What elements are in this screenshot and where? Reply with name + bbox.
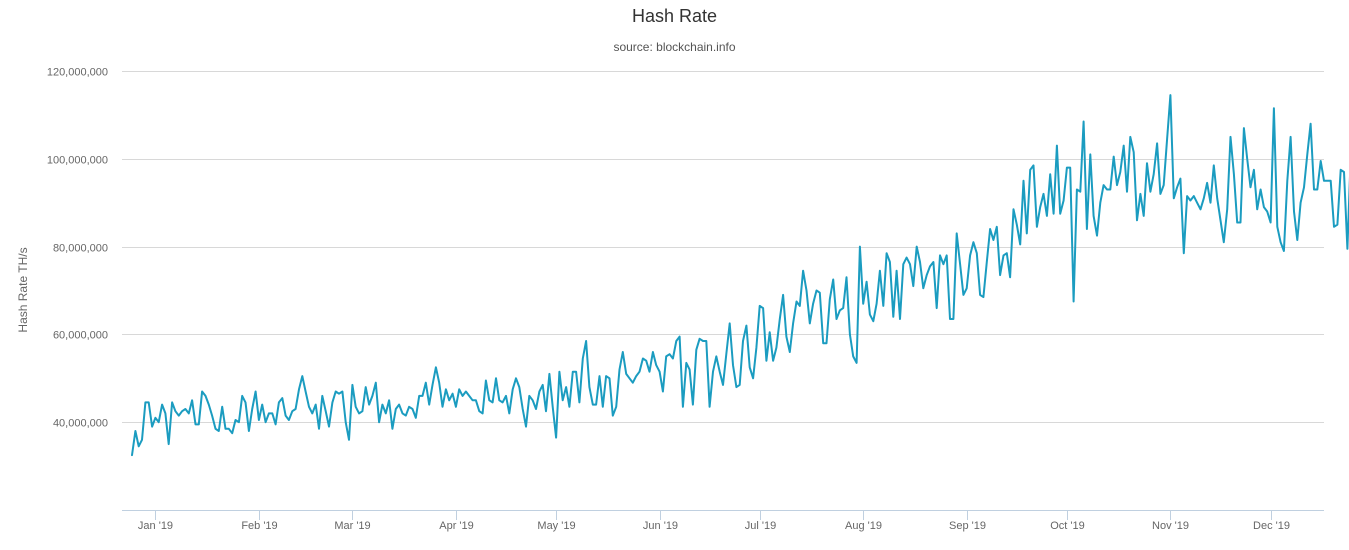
x-tick-label: Dec '19 — [1253, 520, 1290, 532]
x-tick-label: Aug '19 — [845, 520, 882, 532]
x-tick-label: Sep '19 — [949, 520, 986, 532]
chart-title: Hash Rate — [631, 6, 718, 26]
x-tick-label: May '19 — [537, 520, 575, 532]
x-tick-label: Feb '19 — [241, 520, 277, 532]
x-tick-label: Jan '19 — [138, 520, 173, 532]
y-axis-title: Hash Rate TH/s — [16, 247, 30, 332]
x-tick-label: Nov '19 — [1152, 520, 1189, 532]
x-tick-label: Mar '19 — [334, 520, 370, 532]
series-layer — [131, 94, 1349, 457]
chart-subtitle: source: blockchain.info — [613, 40, 736, 54]
y-tick-label: 100,000,000 — [47, 155, 108, 167]
x-tick-label: Oct '19 — [1050, 520, 1085, 532]
x-tick-label: Jun '19 — [643, 520, 678, 532]
y-tick-label: 60,000,000 — [53, 330, 108, 342]
y-tick-label: 40,000,000 — [53, 418, 108, 430]
x-tick-label: Apr '19 — [439, 520, 474, 532]
y-tick-label: 120,000,000 — [47, 67, 108, 79]
grid-layer — [122, 71, 1324, 423]
axis-layer: 40,000,000 60,000,000 80,000,000 100,000,00… — [47, 67, 1324, 532]
x-tick-label: Jul '19 — [745, 520, 776, 532]
series-line — [131, 94, 1349, 457]
y-tick-label: 80,000,000 — [53, 243, 108, 255]
